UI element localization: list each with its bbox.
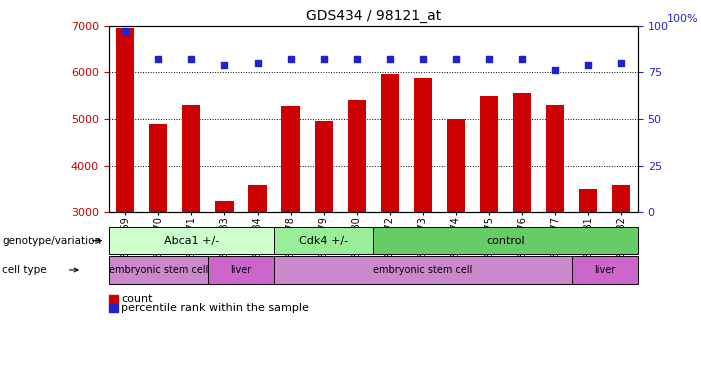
- Point: [417, 56, 428, 62]
- Point: [351, 56, 362, 62]
- Point: [252, 60, 263, 66]
- Point: [318, 56, 329, 62]
- Text: genotype/variation: genotype/variation: [2, 236, 101, 246]
- Bar: [348, 100, 366, 212]
- Point: [550, 67, 561, 73]
- Bar: [579, 190, 597, 212]
- Bar: [116, 28, 135, 212]
- Bar: [546, 105, 564, 212]
- Point: [450, 56, 461, 62]
- Point: [153, 56, 164, 62]
- Text: control: control: [486, 236, 525, 246]
- Text: percentile rank within the sample: percentile rank within the sample: [121, 303, 309, 313]
- Bar: [215, 201, 233, 212]
- Text: liver: liver: [231, 265, 252, 275]
- Point: [484, 56, 495, 62]
- Bar: [149, 124, 168, 212]
- Text: Abca1 +/-: Abca1 +/-: [164, 236, 219, 246]
- Point: [384, 56, 395, 62]
- Point: [186, 56, 197, 62]
- Bar: [274, 227, 374, 254]
- Bar: [374, 227, 638, 254]
- Bar: [513, 93, 531, 212]
- Bar: [109, 227, 274, 254]
- Point: [219, 62, 230, 68]
- Text: 100%: 100%: [667, 14, 699, 24]
- Bar: [182, 105, 200, 212]
- Bar: [315, 121, 333, 212]
- Bar: [381, 74, 399, 212]
- Point: [583, 62, 594, 68]
- Text: count: count: [121, 294, 153, 304]
- Bar: [447, 119, 465, 212]
- Point: [120, 28, 131, 34]
- Text: embryonic stem cell: embryonic stem cell: [373, 265, 472, 275]
- Bar: [480, 96, 498, 212]
- Bar: [572, 256, 638, 284]
- Bar: [414, 78, 432, 212]
- Bar: [248, 185, 266, 212]
- Bar: [109, 256, 208, 284]
- Title: GDS434 / 98121_at: GDS434 / 98121_at: [306, 9, 441, 23]
- Point: [285, 56, 297, 62]
- Point: [517, 56, 528, 62]
- Bar: [282, 106, 300, 212]
- Text: liver: liver: [594, 265, 615, 275]
- Bar: [208, 256, 274, 284]
- Text: Cdk4 +/-: Cdk4 +/-: [299, 236, 348, 246]
- Bar: [612, 185, 630, 212]
- Point: [615, 60, 627, 66]
- Bar: [274, 256, 572, 284]
- Text: embryonic stem cell: embryonic stem cell: [109, 265, 208, 275]
- Text: cell type: cell type: [2, 265, 47, 275]
